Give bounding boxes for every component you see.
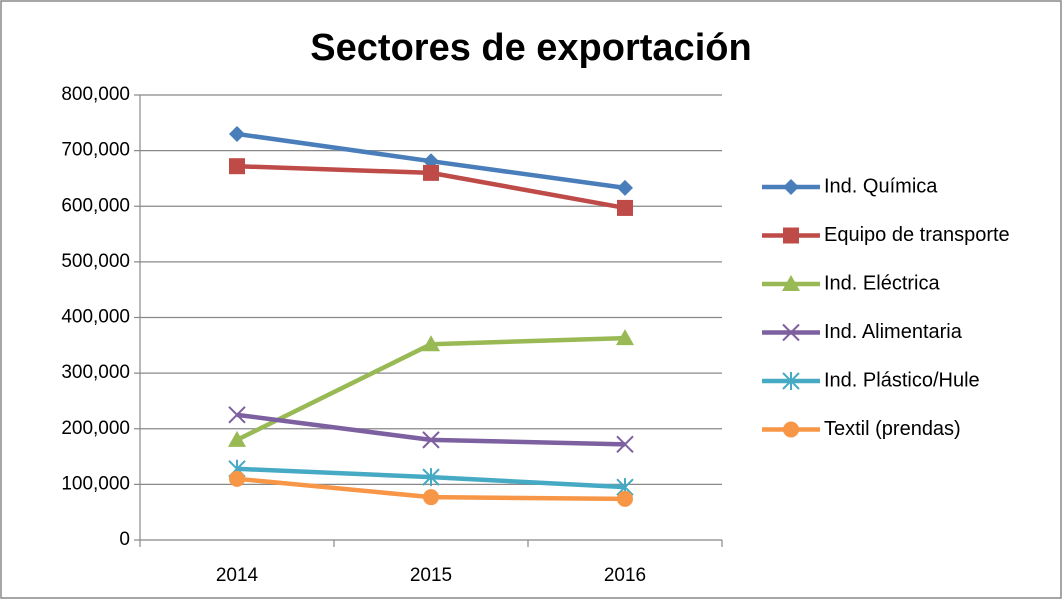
marker bbox=[422, 468, 440, 487]
marker bbox=[616, 329, 634, 346]
marker bbox=[782, 323, 800, 342]
marker bbox=[422, 335, 440, 352]
marker bbox=[229, 125, 245, 142]
marker bbox=[423, 489, 439, 506]
legend-label: Ind. Eléctrica bbox=[824, 272, 940, 294]
marker bbox=[229, 158, 245, 175]
legend-label: Ind. Química bbox=[824, 175, 938, 197]
marker bbox=[616, 435, 634, 454]
legend-label: Textil (prendas) bbox=[824, 418, 961, 440]
chart-title: Sectores de exportación bbox=[310, 27, 751, 69]
y-tick-label: 700,000 bbox=[61, 140, 130, 161]
marker bbox=[228, 430, 246, 447]
y-tick-label: 400,000 bbox=[61, 307, 130, 328]
marker bbox=[423, 164, 439, 181]
x-tick-label: 2014 bbox=[216, 565, 259, 586]
y-tick-label: 300,000 bbox=[61, 362, 130, 383]
marker bbox=[617, 490, 633, 507]
marker bbox=[782, 275, 800, 291]
marker bbox=[617, 179, 633, 196]
x-tick-label: 2015 bbox=[410, 565, 452, 586]
marker bbox=[422, 431, 440, 449]
marker bbox=[783, 179, 799, 195]
legend-label: Equipo de transporte bbox=[824, 224, 1010, 246]
y-tick-label: 600,000 bbox=[61, 195, 130, 216]
y-tick-label: 800,000 bbox=[61, 84, 130, 105]
marker bbox=[228, 406, 246, 424]
marker bbox=[783, 421, 799, 438]
legend-label: Ind. Plástico/Hule bbox=[824, 369, 980, 391]
y-tick-label: 100,000 bbox=[61, 473, 130, 494]
y-tick-label: 200,000 bbox=[61, 418, 130, 439]
marker bbox=[617, 199, 633, 216]
x-tick-label: 2016 bbox=[604, 565, 646, 586]
marker bbox=[783, 227, 799, 244]
marker bbox=[782, 372, 800, 390]
marker bbox=[229, 470, 245, 487]
y-tick-label: 0 bbox=[119, 529, 130, 550]
y-tick-label: 500,000 bbox=[61, 251, 130, 272]
legend-label: Ind. Alimentaria bbox=[824, 321, 963, 343]
